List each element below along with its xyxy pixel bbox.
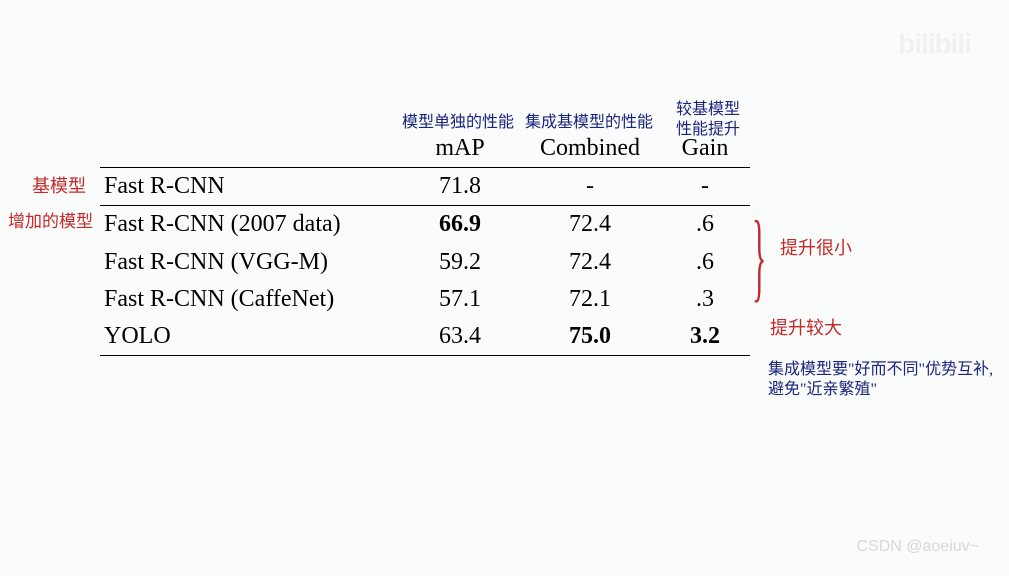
cell-gain: .3 [660, 281, 750, 318]
th-map: mAP [400, 130, 520, 168]
cell-name: Fast R-CNN [100, 168, 400, 206]
table-row: Fast R-CNN (2007 data) 66.9 72.4 .6 [100, 206, 750, 244]
brace-icon: } [752, 198, 766, 313]
cell-gain: .6 [660, 244, 750, 281]
anno-large-gain: 提升较大 [770, 318, 842, 340]
table-row: YOLO 63.4 75.0 3.2 [100, 318, 750, 356]
anno-added-model: 增加的模型 [8, 212, 93, 232]
cell-name: Fast R-CNN (2007 data) [100, 206, 400, 244]
table-row: Fast R-CNN (VGG-M) 59.2 72.4 .6 [100, 244, 750, 281]
anno-footer: 集成模型要"好而不同"优势互补, 避免"近亲繁殖" [768, 360, 993, 400]
cell-map: 59.2 [400, 244, 520, 281]
cell-combined: 75.0 [520, 318, 660, 356]
cell-map: 63.4 [400, 318, 520, 356]
th-name [100, 130, 400, 168]
cell-gain: .6 [660, 206, 750, 244]
bilibili-watermark: bilibili [898, 28, 971, 60]
cell-combined: 72.4 [520, 206, 660, 244]
cell-map: 66.9 [400, 206, 520, 244]
cell-name: Fast R-CNN (VGG-M) [100, 244, 400, 281]
cell-name: Fast R-CNN (CaffeNet) [100, 281, 400, 318]
cell-gain: 3.2 [660, 318, 750, 356]
cell-gain: - [660, 168, 750, 206]
csdn-watermark: CSDN @aoeiuv~ [856, 538, 979, 556]
cell-combined: - [520, 168, 660, 206]
slide-stage: bilibili CSDN @aoeiuv~ 模型单独的性能 集成基模型的性能 … [0, 0, 1009, 576]
results-table: mAP Combined Gain Fast R-CNN 71.8 - - Fa… [100, 130, 750, 356]
table-row: Fast R-CNN (CaffeNet) 57.1 72.1 .3 [100, 281, 750, 318]
th-gain: Gain [660, 130, 750, 168]
anno-small-gain: 提升很小 [780, 238, 852, 260]
cell-combined: 72.1 [520, 281, 660, 318]
cell-combined: 72.4 [520, 244, 660, 281]
th-combined: Combined [520, 130, 660, 168]
cell-map: 71.8 [400, 168, 520, 206]
cell-name: YOLO [100, 318, 400, 356]
cell-map: 57.1 [400, 281, 520, 318]
table-row: Fast R-CNN 71.8 - - [100, 168, 750, 206]
anno-base-model: 基模型 [32, 176, 86, 198]
